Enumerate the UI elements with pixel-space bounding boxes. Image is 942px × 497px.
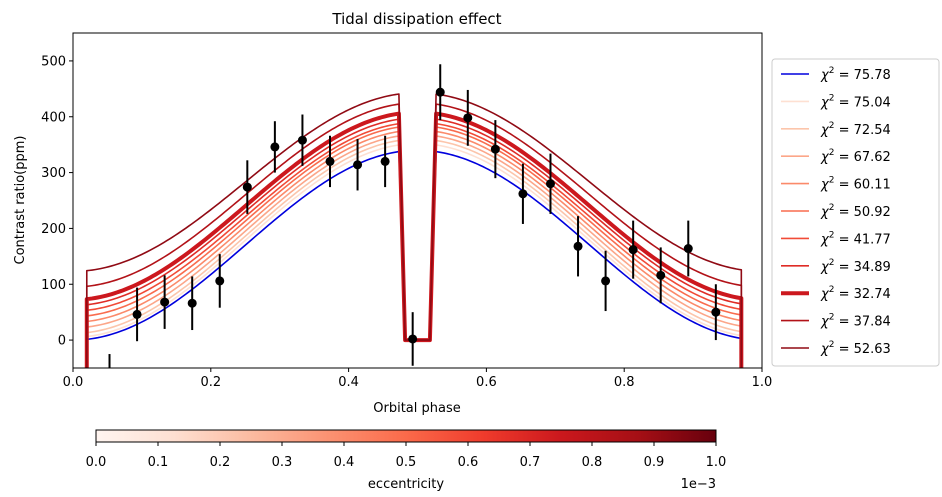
legend-entry-label: χ2 = 34.89 [820,258,891,275]
y-axis-ticks: 0 100 200 300 400 500 [41,54,73,349]
colorbar-tick-label: 0.8 [582,455,603,470]
data-marker [435,87,445,97]
y-tick-label: 500 [41,54,66,69]
legend-entry-label: χ2 = 37.84 [820,313,891,330]
legend-entry-label: χ2 = 32.74 [820,285,891,302]
colorbar-tick-label: 1.0 [706,455,727,470]
colorbar-offset-text: 1e−3 [681,477,716,492]
x-tick-label: 1.0 [752,375,773,390]
data-marker [683,244,693,254]
data-marker [601,276,611,286]
legend: χ2 = 75.78 χ2 = 75.04 χ2 = 72.54 χ2 = 67.62… [771,58,940,367]
data-point [325,135,335,188]
colorbar-gradient [95,429,717,443]
legend-entry-label: χ2 = 67.62 [820,148,891,165]
data-marker [270,142,280,152]
data-marker [353,160,363,170]
data-point [518,163,528,224]
data-point [187,276,197,331]
colorbar-tick-label: 0.0 [86,455,107,470]
data-point [490,120,500,179]
data-point [160,275,170,329]
x-tick-label: 0.8 [614,375,635,390]
colorbar-tick-label: 0.1 [148,455,169,470]
colorbar-tick-label: 0.2 [210,455,231,470]
y-tick-label: 300 [41,166,66,181]
data-point [380,135,390,188]
data-marker [463,113,473,123]
legend-entry-label: χ2 = 75.04 [820,93,891,110]
y-axis-label: Contrast ratio(ppm) [13,136,28,265]
data-marker [518,189,528,199]
data-marker [628,245,638,255]
data-point [683,220,693,277]
x-tick-label: 0.4 [338,375,359,390]
data-marker [408,334,418,344]
y-tick-label: 100 [41,278,66,293]
data-marker [242,182,252,192]
model-curve-1 [85,144,743,368]
legend-entry-label: χ2 = 72.54 [820,121,891,138]
plot-frame [72,32,763,369]
data-point [573,216,583,277]
model-curve-10 [85,93,743,368]
data-point [105,354,114,378]
observed-data-points [105,64,721,378]
legend-entry-label: χ2 = 52.63 [820,340,891,357]
data-marker [187,298,197,308]
data-marker [490,144,500,154]
y-tick-label: 400 [41,110,66,125]
data-point [463,89,473,146]
x-axis-ticks: 0.0 0.2 0.4 0.6 0.8 1.0 [63,368,773,390]
colorbar-tick-label: 0.9 [644,455,665,470]
colorbar-tick-label: 0.7 [520,455,541,470]
colorbar-tick-label: 0.4 [334,455,355,470]
data-point [242,160,252,214]
data-marker [325,156,335,166]
data-marker [656,270,666,280]
colorbar-label: eccentricity [368,477,444,492]
data-point [545,153,555,214]
data-point [435,64,445,121]
data-marker [160,297,170,307]
data-marker [215,276,225,286]
data-marker [545,179,555,189]
data-point [270,121,280,173]
data-point [656,247,666,304]
data-point [628,220,638,279]
data-point [215,254,225,308]
colorbar-ticks: 0.0 0.1 0.2 0.3 0.4 0.5 0.6 0.7 0.8 0.9 1.0 [86,442,727,470]
model-curves [84,93,744,368]
x-axis-label: Orbital phase [373,401,460,416]
legend-frame [771,58,940,367]
colorbar-tick-label: 0.3 [272,455,293,470]
y-tick-label: 200 [41,222,66,237]
plot-area: 0.0 0.2 0.4 0.6 0.8 1.0 0 100 200 300 400 500 [41,32,773,390]
colorbar: 0.0 0.1 0.2 0.3 0.4 0.5 0.6 0.7 0.8 0.9 1.0 eccent… [86,429,727,492]
data-point [408,312,418,366]
legend-entry-label: χ2 = 41.77 [820,230,891,247]
y-tick-label: 0 [58,334,66,349]
data-marker [380,156,390,166]
data-marker [573,241,583,251]
legend-entry-label: χ2 = 50.92 [820,203,891,220]
data-point [353,139,363,191]
data-marker [132,309,142,319]
data-marker [105,369,114,378]
data-point [297,114,307,166]
data-point [132,287,142,342]
data-marker [297,135,307,145]
x-tick-label: 0.6 [476,375,497,390]
data-marker [711,307,721,317]
colorbar-tick-label: 0.6 [458,455,479,470]
colorbar-tick-label: 0.5 [396,455,417,470]
legend-entry-label: χ2 = 75.78 [820,66,891,83]
legend-entry-label: χ2 = 60.11 [820,176,891,193]
data-point [711,284,721,341]
x-tick-label: 0.2 [200,375,221,390]
chart-title: Tidal dissipation effect [331,10,501,28]
x-tick-label: 0.0 [63,375,84,390]
data-point [601,250,611,312]
